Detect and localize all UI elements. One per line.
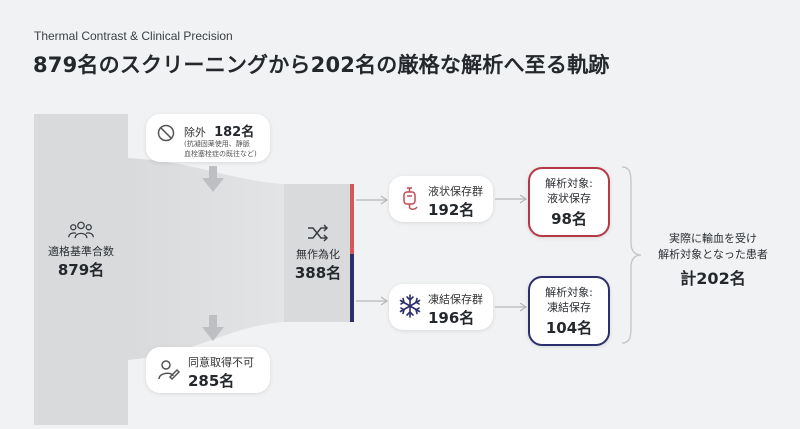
excluded-card: 除外 182名 (抗凝固薬使用、静脈 血栓塞栓症の既往など) [146,114,270,162]
no-consent-card: 同意取得不可 285名 [146,347,270,393]
frozen-analysis-line2: 凍結保存 [547,300,591,314]
excluded-label: 除外 [184,126,206,139]
total-count: 計202名 [680,269,746,288]
total-line1: 実際に輸血を受け [669,232,757,245]
no-consent-count: 285名 [188,372,235,390]
liquid-analysis-line1: 解析対象: [545,176,593,190]
total-line2: 解析対象となった患者 [658,248,768,261]
liquid-group-card: 液状保存群 192名 [389,176,493,222]
frozen-group-card: 凍結保存群 196名 [389,284,493,330]
shuffle-icon [308,223,329,242]
frozen-group-count: 196名 [428,309,475,327]
arrow-right-icon [356,296,389,306]
total-node: 実際に輸血を受け 解析対象となった患者 計202名 [638,228,788,292]
excluded-note-1: (抗凝固薬使用、静脈 [184,140,250,148]
frozen-analysis-count: 104名 [545,318,593,337]
randomized-count: 388名 [294,263,342,282]
excluded-header: 除外 182名 [184,121,254,140]
page-title: 879名のスクリーニングから202名の厳格な解析へ至る軌跡 [33,53,610,77]
user-edit-icon [158,360,181,381]
no-consent-label: 同意取得不可 [188,356,254,369]
arrow-right-icon [356,195,389,205]
eligible-node: 適格基準合数 879名 [34,220,128,280]
arrow-right-icon [495,194,528,204]
prohibited-icon [157,124,175,142]
down-arrow-icon [202,315,224,341]
liquid-group-count: 192名 [428,201,475,219]
liquid-analysis-line2: 液状保存 [547,191,591,205]
subtitle: Thermal Contrast & Clinical Precision [34,29,233,43]
frozen-indicator-strip [350,254,354,322]
liquid-analysis-count: 98名 [551,209,587,228]
people-icon [68,221,94,239]
randomized-bar [284,184,352,322]
blood-bag-icon [403,187,418,210]
eligible-label: 適格基準合数 [48,245,114,258]
randomized-label: 無作為化 [296,247,340,261]
liquid-analysis-card: 解析対象: 液状保存 98名 [528,167,610,237]
excluded-count: 182名 [214,125,255,140]
funnel-shape [128,158,284,360]
arrow-right-icon [495,302,528,312]
grouping-brace [621,166,642,344]
frozen-analysis-line1: 解析対象: [545,285,593,299]
excluded-note-2: 血栓塞栓症の既往など) [184,150,257,158]
frozen-analysis-card: 解析対象: 凍結保存 104名 [528,276,610,346]
randomized-node: 無作為化 388名 [284,220,352,286]
eligible-bar [34,114,128,425]
frozen-group-label: 凍結保存群 [428,293,483,306]
liquid-indicator-strip [350,184,354,254]
liquid-group-label: 液状保存群 [428,185,483,198]
snowflake-icon [399,294,421,318]
down-arrow-icon [202,166,224,192]
eligible-count: 879名 [57,261,105,279]
